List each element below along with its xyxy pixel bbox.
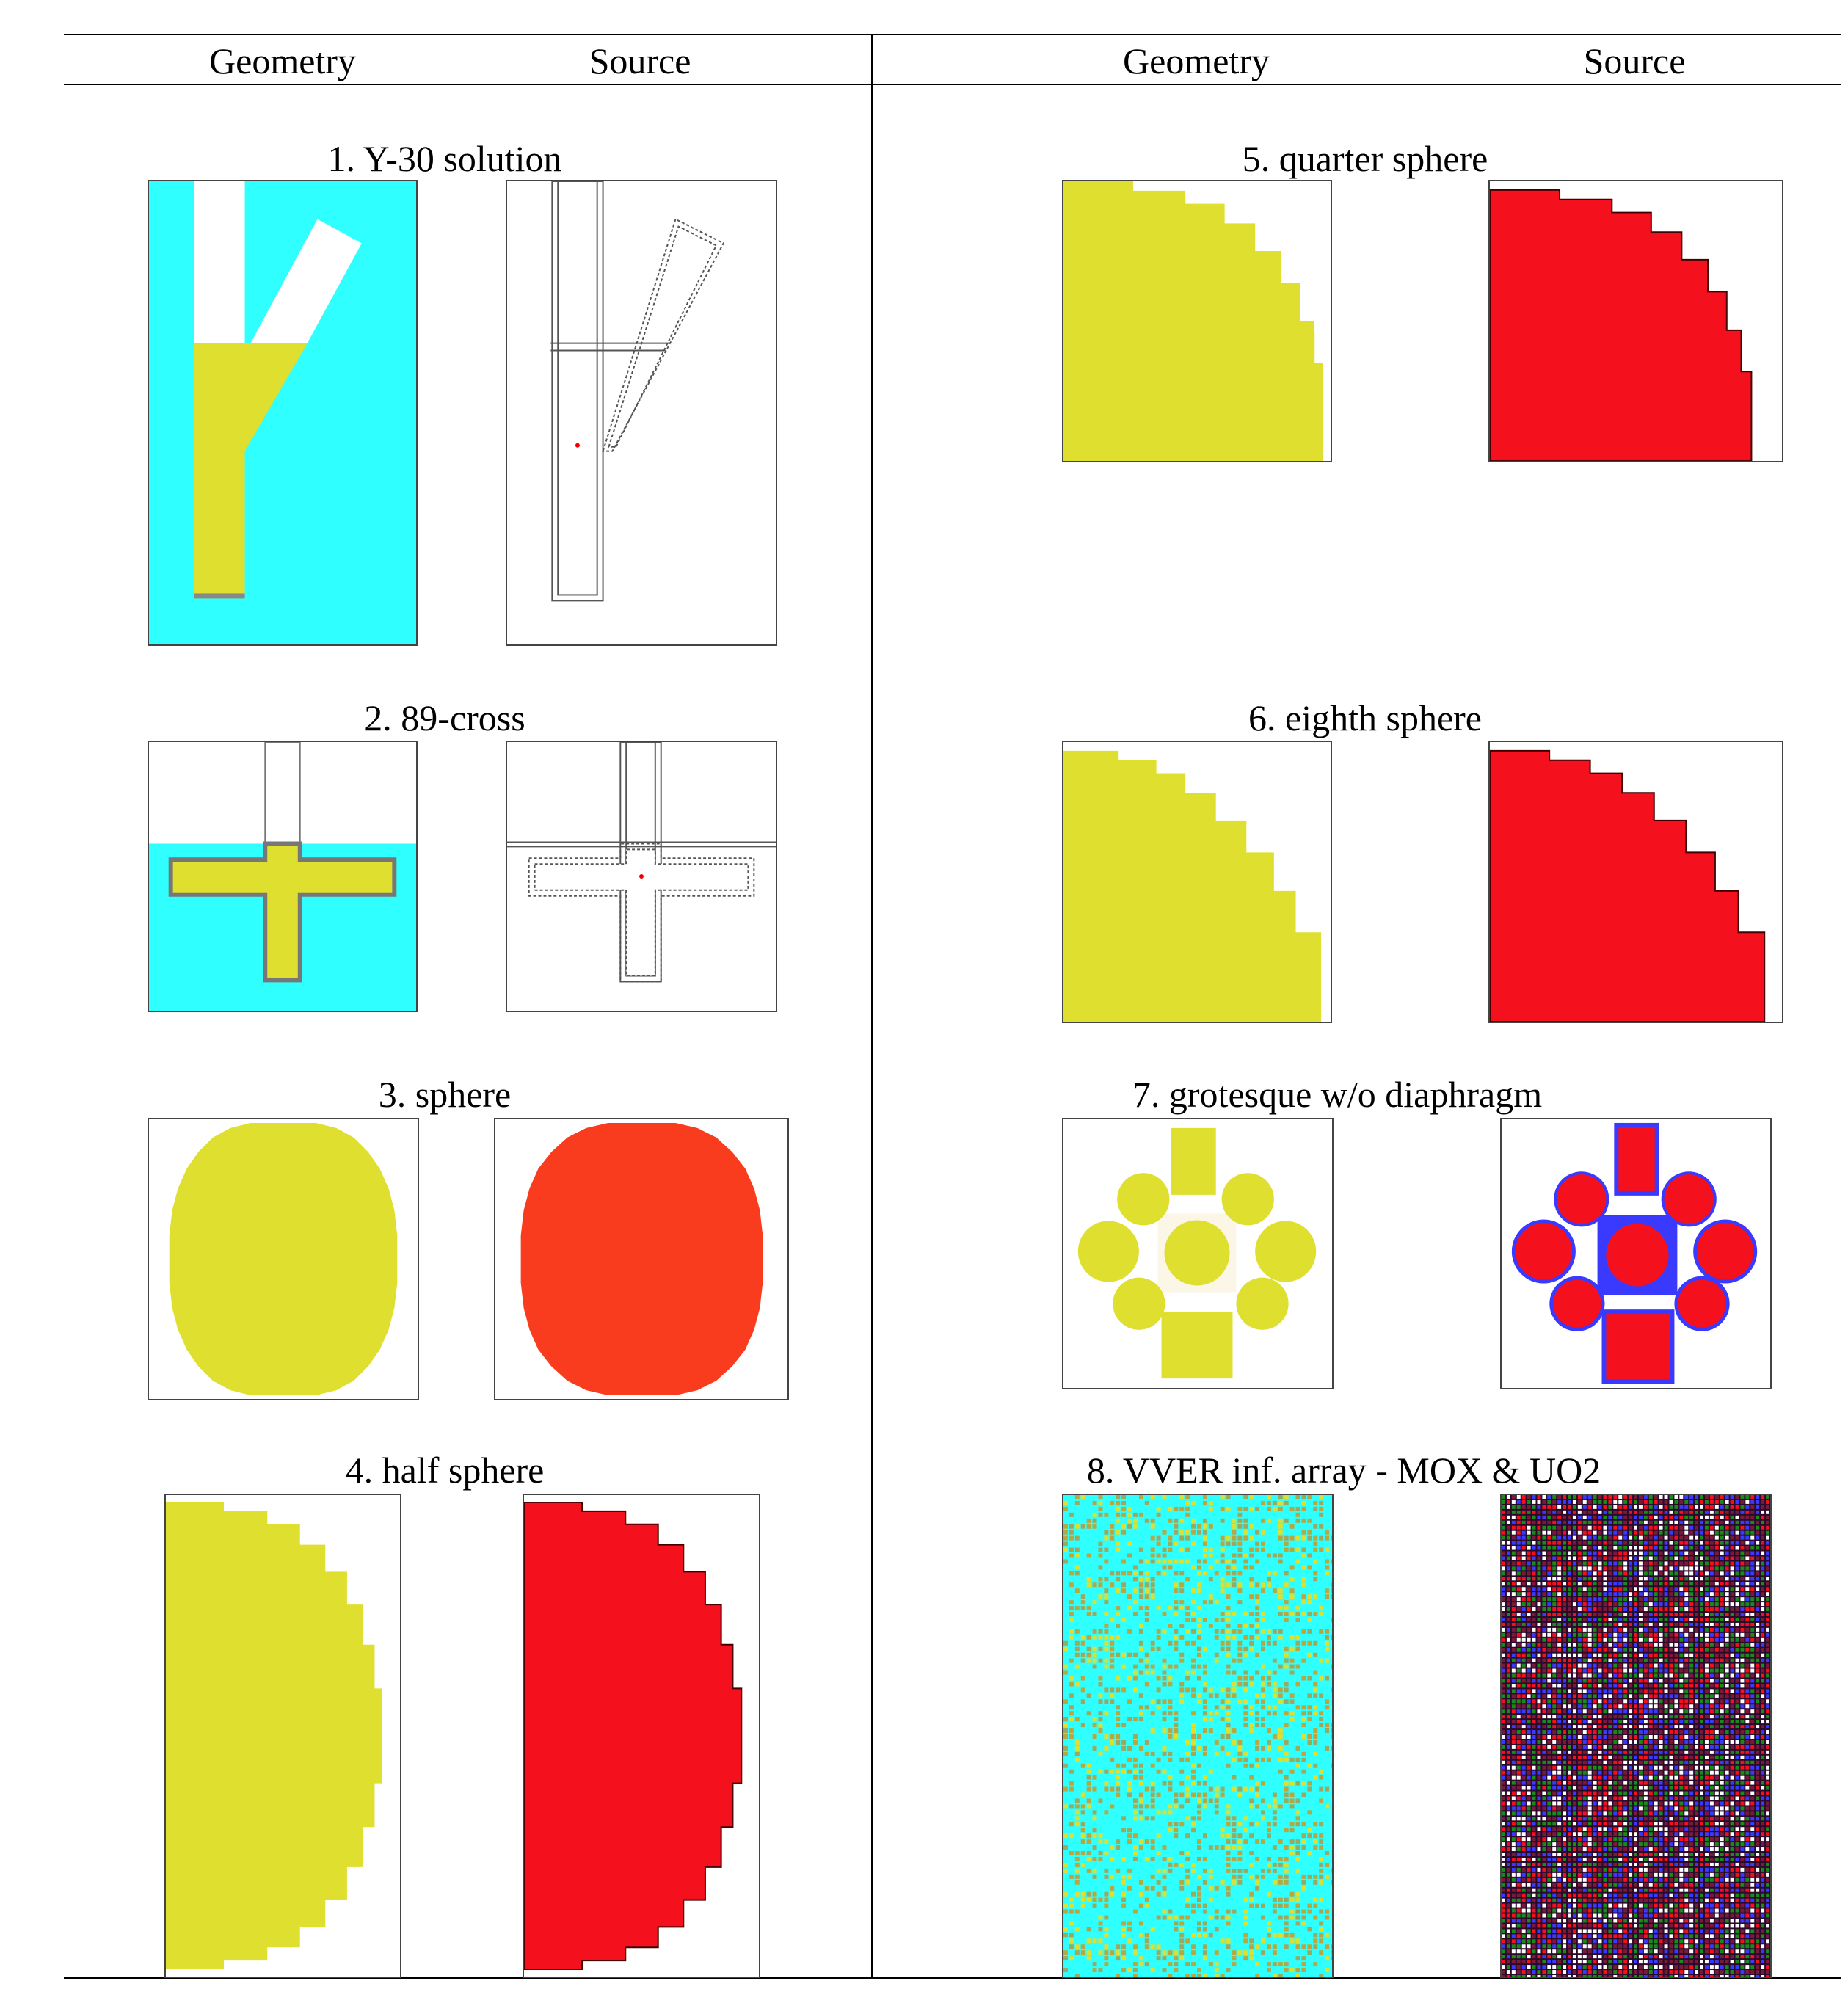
case-3-geometry-image bbox=[148, 1118, 419, 1400]
case-6-caption: 6. eighth sphere bbox=[1248, 697, 1482, 738]
case-8-source-image bbox=[1500, 1494, 1772, 1978]
case-8-caption: 8. VVER inf. array - MOX & UO2 bbox=[1086, 1450, 1601, 1491]
header-left-geometry: Geometry bbox=[209, 40, 356, 81]
case-6-geometry-image bbox=[1062, 741, 1332, 1023]
case-3-source-image bbox=[494, 1118, 789, 1400]
case-7-source-image bbox=[1500, 1118, 1772, 1389]
case-5-geometry-image bbox=[1062, 180, 1332, 462]
case-4-source-image bbox=[523, 1494, 760, 1978]
case-2-source-image bbox=[506, 741, 777, 1012]
header-right-source: Source bbox=[1583, 40, 1686, 81]
case-2-geometry-image bbox=[148, 741, 418, 1012]
case-3-caption: 3. sphere bbox=[378, 1074, 512, 1115]
case-7-caption: 7. grotesque w/o diaphragm bbox=[1132, 1074, 1543, 1115]
case-7-geometry-image bbox=[1062, 1118, 1334, 1389]
header-left-source: Source bbox=[589, 40, 691, 81]
case-1-caption: 1. Y-30 solution bbox=[327, 138, 562, 179]
case-1-source-image bbox=[506, 180, 777, 646]
case-6-source-image bbox=[1488, 741, 1783, 1023]
case-5-caption: 5. quarter sphere bbox=[1242, 138, 1488, 179]
case-2-caption: 2. 89-cross bbox=[364, 697, 525, 738]
table-bottom-rule bbox=[64, 1977, 1841, 1979]
case-5-source-image bbox=[1488, 180, 1783, 462]
case-1-geometry-image bbox=[148, 180, 418, 646]
case-4-caption: 4. half sphere bbox=[345, 1450, 545, 1491]
case-4-geometry-image bbox=[164, 1494, 401, 1978]
case-8-geometry-image bbox=[1062, 1494, 1334, 1978]
header-right-geometry: Geometry bbox=[1123, 40, 1270, 81]
table-top-rule bbox=[64, 34, 1841, 35]
table-header-rule bbox=[64, 84, 1841, 85]
table-column-divider bbox=[871, 34, 873, 1979]
